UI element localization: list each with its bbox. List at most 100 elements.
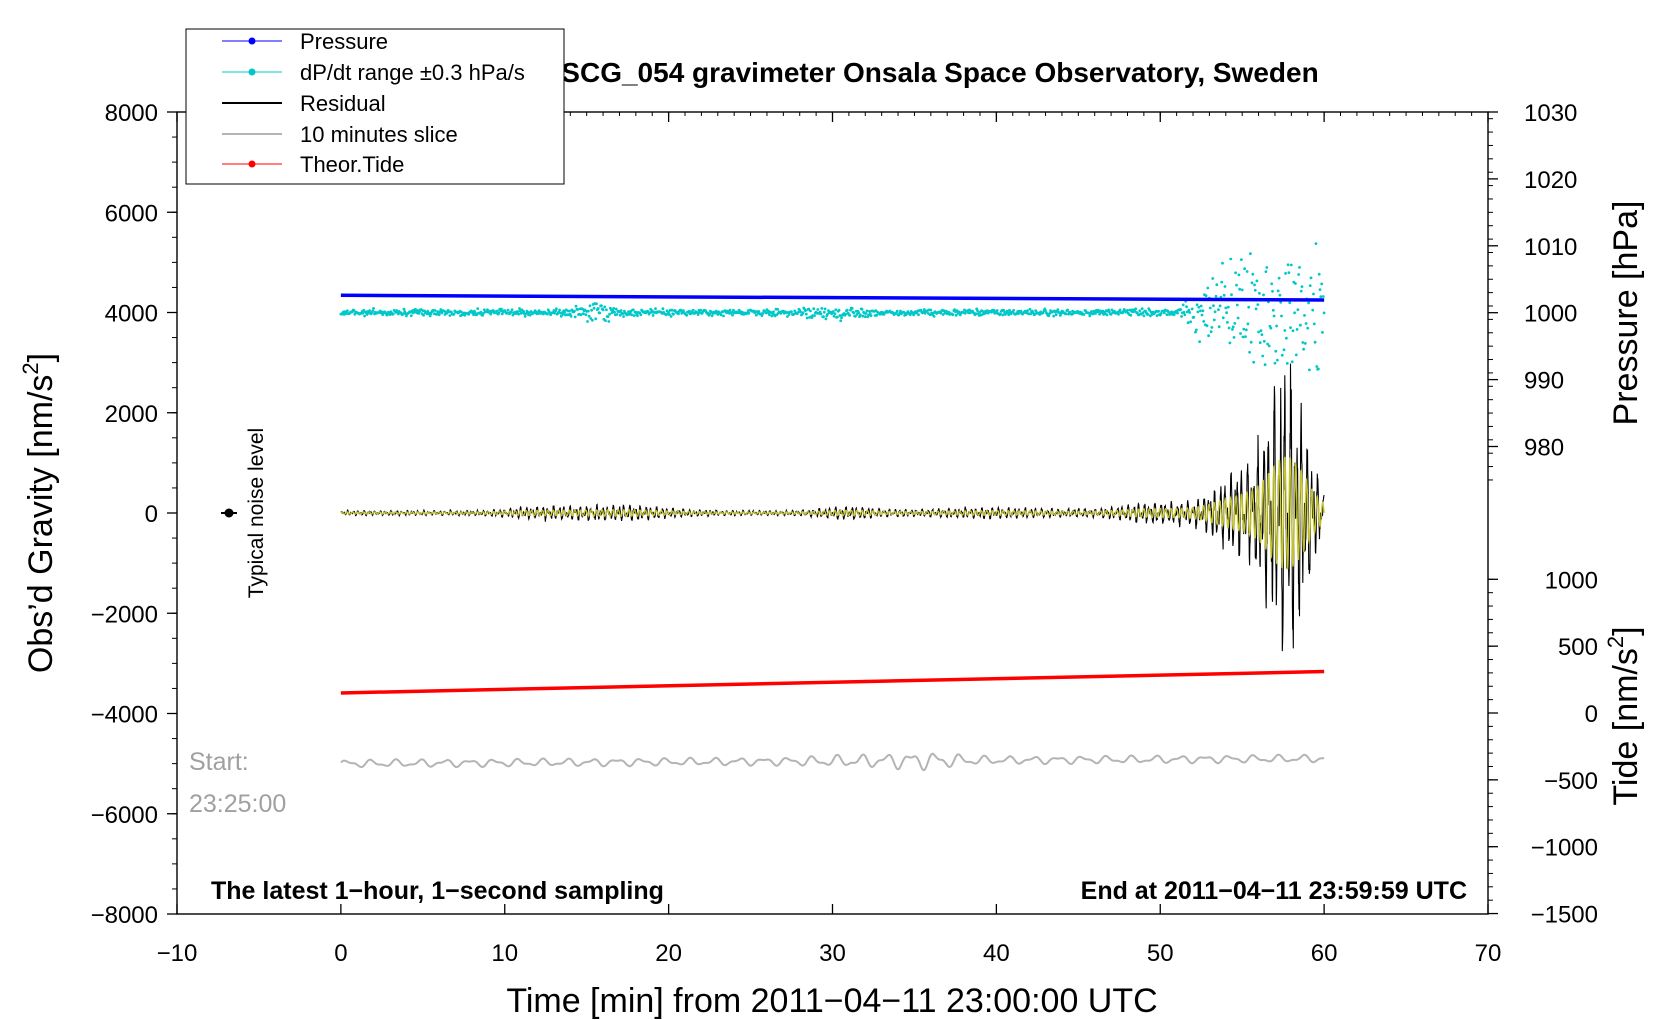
dpdt-point bbox=[1253, 288, 1257, 292]
dpdt-point bbox=[405, 314, 408, 318]
dpdt-point bbox=[837, 308, 841, 312]
dpdt-point bbox=[605, 308, 608, 312]
dpdt-point bbox=[546, 312, 549, 316]
dpdt-point bbox=[1222, 293, 1226, 297]
legend-marker-pressure bbox=[248, 37, 256, 45]
start-label: Start: bbox=[189, 748, 249, 776]
dpdt-point bbox=[1238, 287, 1242, 291]
dpdt-point bbox=[1056, 308, 1060, 312]
dpdt-point bbox=[1200, 313, 1204, 317]
dpdt-point bbox=[1265, 266, 1269, 269]
dpdt-point bbox=[623, 309, 626, 313]
dpdt-point bbox=[719, 313, 723, 317]
dpdt-point bbox=[1254, 307, 1258, 311]
dpdt-point bbox=[1308, 284, 1312, 287]
dpdt-point bbox=[1088, 314, 1092, 318]
dpdt-point bbox=[1321, 295, 1325, 298]
dpdt-point bbox=[402, 307, 406, 311]
dpdt-point bbox=[1270, 282, 1274, 286]
dpdt-point bbox=[482, 312, 485, 315]
dpdt-point bbox=[1295, 328, 1299, 331]
dpdt-point bbox=[761, 312, 765, 315]
dpdt-point bbox=[670, 308, 674, 312]
dpdt-point bbox=[1309, 276, 1313, 280]
x-tick-label: 0 bbox=[334, 940, 347, 967]
dpdt-point bbox=[1227, 326, 1231, 330]
dpdt-point bbox=[1293, 311, 1296, 315]
dpdt-point bbox=[437, 313, 441, 317]
dpdt-point bbox=[908, 313, 912, 317]
dpdt-point bbox=[467, 312, 471, 316]
dpdt-point bbox=[822, 315, 825, 319]
legend-label-tide: Theor.Tide bbox=[300, 152, 404, 177]
dpdt-point bbox=[1052, 314, 1056, 318]
dpdt-point bbox=[435, 313, 439, 316]
dpdt-point bbox=[1290, 360, 1294, 364]
dpdt-point bbox=[1288, 301, 1292, 305]
dpdt-point bbox=[1289, 263, 1293, 267]
dpdt-point bbox=[1256, 303, 1260, 306]
dpdt-point bbox=[1118, 308, 1122, 312]
noise-level-label: Typical noise level bbox=[245, 428, 268, 598]
dpdt-point bbox=[667, 310, 670, 314]
dpdt-point bbox=[522, 310, 525, 313]
dpdt-point bbox=[687, 309, 691, 313]
dpdt-point bbox=[1308, 368, 1311, 372]
dpdt-point bbox=[403, 310, 407, 313]
dpdt-point bbox=[1108, 310, 1111, 314]
dpdt-point bbox=[1231, 328, 1234, 331]
dpdt-point bbox=[1322, 311, 1326, 315]
dpdt-point bbox=[1194, 328, 1198, 332]
dpdt-point bbox=[787, 313, 791, 316]
dpdt-point bbox=[812, 307, 816, 311]
dpdt-point bbox=[1258, 291, 1261, 295]
dpdt-point bbox=[613, 310, 616, 314]
tide-tick-label: 1000 bbox=[1545, 567, 1598, 594]
dpdt-point bbox=[573, 315, 577, 319]
dpdt-point bbox=[1066, 308, 1070, 312]
pressure-axis-label: Pressure [hPa] bbox=[1607, 201, 1645, 426]
dpdt-point bbox=[1276, 289, 1280, 293]
dpdt-point bbox=[1240, 258, 1243, 261]
dpdt-point bbox=[1028, 307, 1032, 311]
dpdt-point bbox=[696, 313, 700, 316]
dpdt-point bbox=[1247, 305, 1251, 309]
dpdt-point bbox=[1261, 354, 1265, 358]
y-left-tick-label: 4000 bbox=[105, 301, 158, 328]
dpdt-point bbox=[1189, 320, 1192, 324]
dpdt-point bbox=[1262, 293, 1265, 297]
dpdt-point bbox=[728, 308, 732, 312]
dpdt-point bbox=[1317, 367, 1320, 371]
dpdt-point bbox=[823, 307, 827, 311]
dpdt-point bbox=[1140, 307, 1144, 310]
dpdt-point bbox=[582, 312, 585, 316]
tide-tick-label: 0 bbox=[1585, 701, 1598, 728]
dpdt-point bbox=[796, 311, 800, 314]
dpdt-point bbox=[1280, 314, 1283, 318]
dpdt-point bbox=[824, 317, 828, 321]
dpdt-point bbox=[1192, 315, 1196, 319]
series-pressure-line bbox=[340, 293, 1325, 302]
dpdt-point bbox=[1315, 365, 1319, 368]
dpdt-point bbox=[1094, 312, 1097, 315]
dpdt-point bbox=[463, 313, 466, 317]
legend-box bbox=[185, 28, 565, 185]
dpdt-point bbox=[1258, 341, 1262, 344]
tide-tick-label: 500 bbox=[1558, 634, 1598, 661]
dpdt-point bbox=[1138, 309, 1142, 313]
dpdt-point bbox=[917, 313, 920, 317]
dpdt-point bbox=[669, 315, 673, 318]
dpdt-point bbox=[839, 319, 843, 323]
dpdt-point bbox=[1319, 295, 1323, 299]
dpdt-point bbox=[1259, 329, 1263, 333]
dpdt-point bbox=[852, 311, 856, 315]
y-left-tick-label: −6000 bbox=[91, 802, 158, 829]
dpdt-point bbox=[639, 313, 643, 317]
dpdt-point bbox=[590, 308, 593, 312]
dpdt-point bbox=[865, 309, 869, 313]
dpdt-point bbox=[1126, 309, 1129, 312]
x-tick-label: 40 bbox=[983, 940, 1010, 967]
dpdt-point bbox=[592, 306, 596, 310]
dpdt-point bbox=[1217, 325, 1221, 329]
